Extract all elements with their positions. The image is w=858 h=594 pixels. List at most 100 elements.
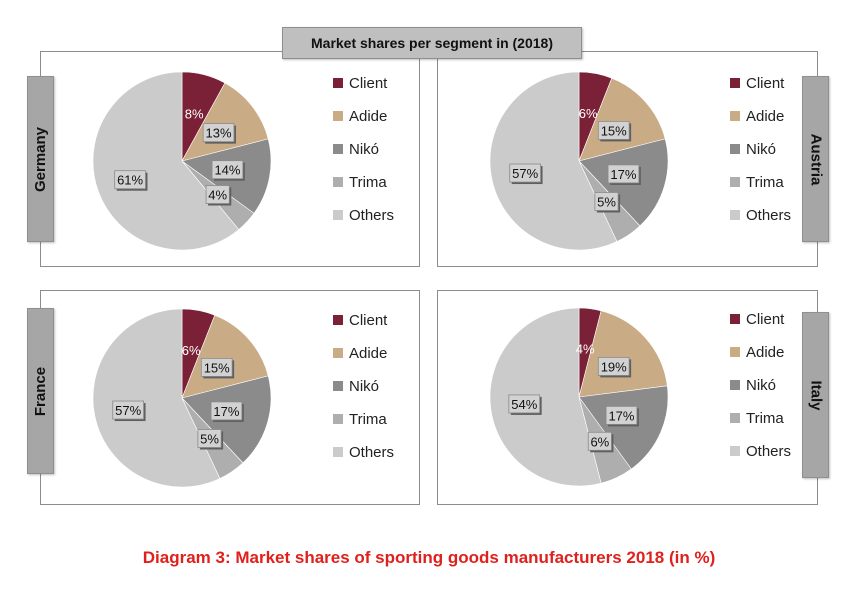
legend-swatch: [333, 348, 343, 358]
legend-item-nikó: Nikó: [333, 378, 379, 395]
legend-item-trima: Trima: [333, 174, 387, 191]
legend-item-others: Others: [730, 207, 791, 224]
legend-item-trima: Trima: [730, 410, 784, 427]
svg-text:Nikó: Nikó: [349, 141, 379, 158]
country-italy: Italy: [807, 379, 825, 411]
data-label-adide: 15%: [597, 120, 632, 142]
svg-text:Adide: Adide: [349, 108, 387, 125]
data-label-trima: 5%: [594, 192, 621, 213]
legend-item-others: Others: [730, 443, 791, 460]
svg-text:13%: 13%: [206, 126, 232, 141]
data-label-client: 4%: [576, 341, 595, 356]
legend-swatch: [730, 380, 740, 390]
data-label-nikó: 17%: [210, 401, 244, 422]
legend-item-trima: Trima: [333, 411, 387, 428]
legend-item-client: Client: [333, 75, 388, 92]
legend-item-others: Others: [333, 207, 394, 224]
data-label-trima: 6%: [587, 431, 614, 453]
svg-text:6%: 6%: [579, 106, 598, 121]
svg-text:8%: 8%: [185, 107, 204, 122]
data-label-trima: 5%: [197, 429, 224, 450]
legend-swatch: [730, 413, 740, 423]
svg-text:57%: 57%: [512, 166, 538, 181]
legend-item-client: Client: [730, 311, 785, 328]
svg-text:Others: Others: [349, 207, 394, 224]
svg-text:6%: 6%: [182, 343, 201, 358]
panel-italy: 4% 19% 17% 6% 54% Client Adide Nikó Trima Others: [437, 290, 818, 505]
svg-text:57%: 57%: [115, 403, 141, 418]
legend-swatch: [333, 414, 343, 424]
legend-swatch: [730, 446, 740, 456]
label-austria: Austria: [802, 76, 829, 242]
svg-text:Adide: Adide: [349, 345, 387, 362]
country-austria: Austria: [807, 133, 824, 185]
legend-item-client: Client: [333, 312, 388, 329]
legend-swatch: [333, 144, 343, 154]
svg-text:Trima: Trima: [349, 411, 387, 428]
slice-others: [489, 307, 602, 487]
panel-france: 6% 15% 17% 5% 57% Client Adide Nikó Trima Others: [40, 290, 420, 505]
legend-swatch: [333, 210, 343, 220]
data-label-trima: 4%: [205, 185, 232, 206]
country-france: France: [32, 366, 50, 416]
legend-swatch: [730, 111, 740, 121]
svg-text:19%: 19%: [601, 359, 627, 374]
svg-text:Client: Client: [349, 75, 388, 92]
svg-text:Client: Client: [746, 75, 785, 92]
svg-text:5%: 5%: [597, 194, 616, 209]
svg-text:4%: 4%: [576, 341, 595, 356]
svg-text:Trima: Trima: [746, 410, 784, 427]
svg-text:15%: 15%: [601, 123, 627, 138]
svg-text:Adide: Adide: [746, 108, 784, 125]
data-label-nikó: 14%: [211, 160, 245, 181]
svg-text:17%: 17%: [610, 167, 636, 182]
legend-item-nikó: Nikó: [730, 377, 776, 394]
svg-text:Others: Others: [349, 444, 394, 461]
svg-text:14%: 14%: [214, 163, 240, 178]
pie-germany: 8%13% 14% 4% 61% Client Adide Nikó Trima Others: [92, 71, 394, 251]
legend-item-nikó: Nikó: [730, 141, 776, 158]
pie-italy: 4% 19% 17% 6% 54% Client Adide Nikó Trima Others: [489, 307, 791, 487]
svg-text:Nikó: Nikó: [746, 141, 776, 158]
data-label-adide: 19%: [597, 356, 632, 378]
pie-austria: 6%15% 17% 5% 57% Client Adide Nikó Trima Others: [489, 71, 791, 251]
data-label-adide: 15%: [200, 357, 235, 379]
country-germany: Germany: [32, 126, 50, 192]
svg-text:4%: 4%: [208, 188, 227, 203]
legend-item-adide: Adide: [730, 344, 784, 361]
legend-swatch: [730, 78, 740, 88]
data-label-client: 6%: [579, 106, 598, 121]
legend-item-nikó: Nikó: [333, 141, 379, 158]
legend-item-trima: Trima: [730, 174, 784, 191]
legend-swatch: [333, 381, 343, 391]
data-label-others: 61%: [114, 170, 148, 191]
diagram-caption: Diagram 3: Market shares of sporting goo…: [142, 548, 716, 567]
panel-austria: 6% 15% 17% 5% 57% Client Adide Nikó Trima Others: [437, 51, 818, 267]
pie-france: 6%15% 17% 5% 57% Client Adide Nikó Trima Others: [92, 308, 394, 488]
legend-item-adide: Adide: [333, 345, 387, 362]
svg-text:Others: Others: [746, 207, 791, 224]
svg-text:Client: Client: [746, 311, 785, 328]
panel-germany: 8% 13% 14% 4% 61% Client Adide Nikó Trima Others: [40, 51, 420, 267]
label-france: France: [27, 308, 54, 474]
legend-item-adide: Adide: [333, 108, 387, 125]
legend-swatch: [333, 78, 343, 88]
data-label-client: 6%: [182, 343, 201, 358]
svg-text:Trima: Trima: [746, 174, 784, 191]
legend-swatch: [333, 177, 343, 187]
legend-item-client: Client: [730, 75, 785, 92]
svg-text:Others: Others: [746, 443, 791, 460]
legend-swatch: [333, 111, 343, 121]
data-label-others: 57%: [509, 163, 543, 185]
legend-swatch: [333, 447, 343, 457]
slice-others: [92, 308, 221, 488]
data-label-others: 57%: [112, 400, 146, 422]
slice-others: [489, 71, 618, 251]
svg-text:Nikó: Nikó: [746, 377, 776, 394]
svg-text:6%: 6%: [590, 434, 609, 449]
legend-swatch: [730, 177, 740, 187]
svg-text:Adide: Adide: [746, 344, 784, 361]
label-germany: Germany: [27, 76, 54, 242]
legend-swatch: [333, 315, 343, 325]
legend-swatch: [730, 210, 740, 220]
